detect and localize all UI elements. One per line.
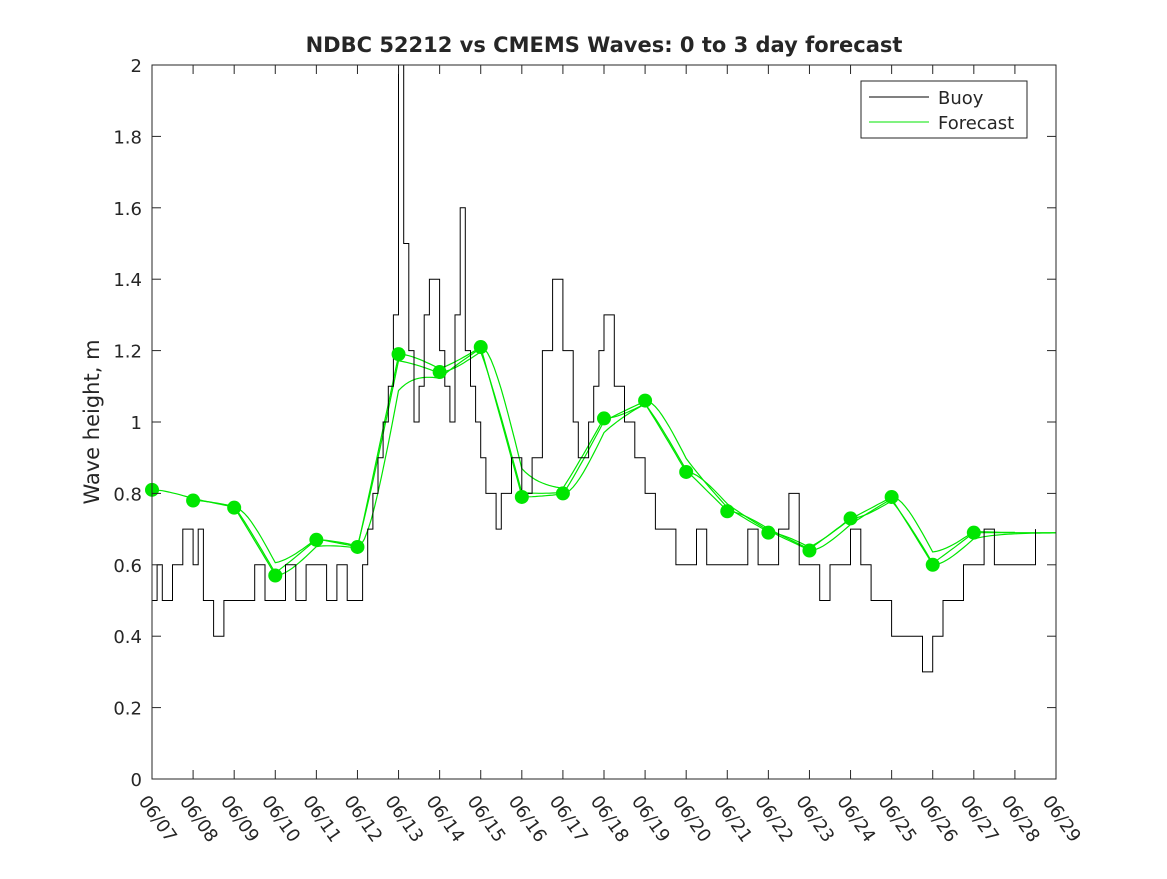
forecast-marker	[884, 489, 899, 504]
chart-title: NDBC 52212 vs CMEMS Waves: 0 to 3 day fo…	[306, 33, 903, 57]
forecast-marker	[350, 539, 365, 554]
y-tick-label: 0.2	[113, 699, 142, 720]
y-tick-label: 0.6	[113, 556, 142, 577]
y-tick-label: 0.8	[113, 484, 142, 505]
y-tick-label: 0	[131, 770, 142, 791]
legend: Buoy Forecast	[860, 80, 1028, 139]
y-tick-label: 1	[131, 413, 142, 434]
forecast-marker	[597, 411, 611, 426]
forecast-marker	[473, 340, 488, 355]
forecast-run-line	[439, 350, 563, 494]
y-tick-label: 0.4	[113, 627, 142, 648]
forecast-marker	[843, 511, 858, 526]
forecast-marker	[925, 557, 940, 572]
legend-buoy-label: Buoy	[938, 88, 984, 109]
forecast-marker	[638, 393, 653, 408]
y-tick-labels: 0 0.2 0.4 0.6 0.8 1 1.2 1.4 1.6 1.8 2	[113, 56, 142, 791]
forecast-run-line	[644, 400, 769, 533]
forecast-marker	[555, 486, 570, 501]
forecast-marker	[268, 568, 283, 583]
y-tick-label: 1.2	[113, 342, 142, 363]
y-tick-label: 1.6	[113, 199, 142, 220]
forecast-run-line	[850, 500, 975, 564]
axis-ticks	[151, 64, 1057, 780]
forecast-run-line	[398, 346, 523, 497]
forecast-run-line	[234, 507, 358, 564]
forecast-marker	[309, 532, 324, 547]
forecast-run-line	[480, 346, 605, 489]
legend-forecast-label: Forecast	[938, 113, 1014, 134]
buoy-series	[152, 64, 1036, 673]
y-axis-label: Wave height, m	[80, 339, 104, 504]
forecast-marker	[391, 347, 406, 362]
forecast-marker	[432, 365, 447, 380]
forecast-run-line	[193, 499, 317, 574]
forecast-marker	[186, 493, 201, 508]
buoy-line	[152, 64, 1036, 673]
y-tick-label: 1.4	[113, 270, 142, 291]
forecast-marker	[966, 525, 981, 540]
forecast-marker	[802, 543, 817, 558]
y-tick-label: 1.8	[113, 127, 142, 148]
forecast-marker	[720, 504, 735, 519]
forecast-marker	[514, 489, 529, 504]
forecast-marker	[761, 525, 776, 540]
forecast-run-line	[768, 496, 892, 548]
forecast-marker	[679, 464, 694, 479]
y-tick-label: 2	[131, 56, 142, 77]
forecast-marker	[227, 500, 242, 515]
forecast-markers	[145, 340, 981, 583]
legend-box	[860, 80, 1028, 139]
forecast-run-line	[809, 498, 934, 566]
